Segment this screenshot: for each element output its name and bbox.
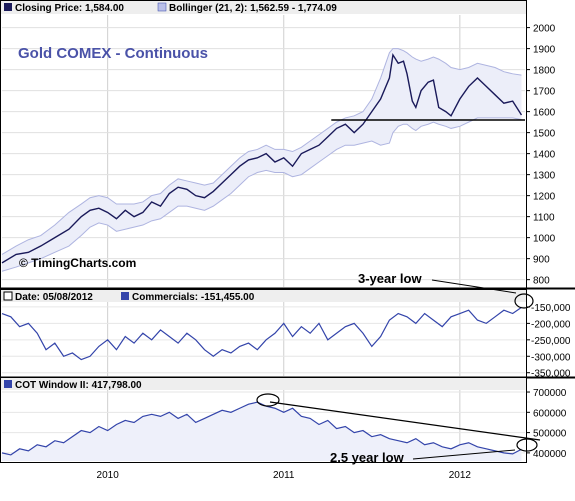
date-swatch <box>3 291 13 301</box>
cot-trend-line <box>269 401 541 441</box>
three-year-low-arrow <box>431 279 517 294</box>
price-tick-label-1100: 1100 <box>533 213 555 224</box>
cot-tick-label-1: 600000 <box>533 408 567 419</box>
two-half-year-low-label: 2.5 year low <box>330 450 405 465</box>
commercials-tick-label-1: -200,000 <box>531 319 571 330</box>
price-tick-label-2000: 2000 <box>533 24 556 35</box>
commercials-legend-bar <box>1 290 526 302</box>
commercials-panel-frame <box>0 289 527 378</box>
commercials-legend: Commercials: -151,455.00 <box>132 292 255 303</box>
tick-layer: 2010 2011 2012 800 900 1000 1100 1200 1300 1400 15… <box>97 24 571 481</box>
cot-tick-label-3: 400000 <box>533 449 567 460</box>
commercials-tick-label-4: -350,000 <box>531 369 571 380</box>
price-tick-label-800: 800 <box>533 276 550 287</box>
cot-tick-label-0: 700000 <box>533 388 567 399</box>
commercials-tick-label-3: -300,000 <box>531 352 571 363</box>
price-tick-label-1800: 1800 <box>533 66 556 77</box>
price-tick-label-1300: 1300 <box>533 171 556 182</box>
cot-tick-label-2: 500000 <box>533 429 567 440</box>
commercials-swatch <box>121 292 129 300</box>
date-legend: Date: 05/08/2012 <box>15 292 93 303</box>
bollinger-legend: Bollinger (21, 2): 1,562.59 - 1,774.09 <box>169 3 337 14</box>
price-tick-label-1200: 1200 <box>533 192 556 203</box>
commercials-line <box>1 306 522 361</box>
x-tick-label-2011: 2011 <box>273 470 295 481</box>
cot-line <box>1 401 522 456</box>
three-year-low-circle <box>514 293 534 309</box>
cot-area-fill <box>2 402 522 461</box>
series-layer <box>1 52 525 456</box>
two-half-year-low-arrow <box>412 449 516 460</box>
bollinger-lower-line <box>1 117 522 272</box>
closing-price-swatch <box>4 3 12 11</box>
cot-peak-circle <box>256 393 280 407</box>
cot-legend-bar <box>1 378 526 390</box>
price-tick-label-1600: 1600 <box>533 108 556 119</box>
cot-swatch <box>4 380 12 388</box>
closing-price-legend: Closing Price: 1,584.00 <box>15 3 124 14</box>
commercials-tick-label-0: -150,000 <box>531 303 571 314</box>
x-tick-label-2012: 2012 <box>449 470 472 481</box>
price-panel-frame <box>0 0 527 289</box>
cot-low-circle <box>516 438 538 452</box>
bollinger-upper-line <box>1 48 522 255</box>
price-tick-label-1000: 1000 <box>533 234 556 245</box>
price-tick-label-1900: 1900 <box>533 45 556 56</box>
bollinger-swatch <box>157 2 167 12</box>
price-tick-label-900: 900 <box>533 255 550 266</box>
price-legend-bar <box>1 1 526 14</box>
cot-legend: COT Window II: 417,798.00 <box>15 380 142 391</box>
watermark: © TimingCharts.com <box>19 256 136 270</box>
commercials-tick-label-2: -250,000 <box>531 336 571 347</box>
price-tick-label-1700: 1700 <box>533 87 556 98</box>
three-year-low-label: 3-year low <box>358 271 422 286</box>
closing-price-line <box>1 52 523 264</box>
x-tick-label-2010: 2010 <box>97 470 120 481</box>
chart-title: Gold COMEX - Continuous <box>18 45 208 62</box>
price-tick-label-1500: 1500 <box>533 129 556 140</box>
price-tick-label-1400: 1400 <box>533 150 556 161</box>
